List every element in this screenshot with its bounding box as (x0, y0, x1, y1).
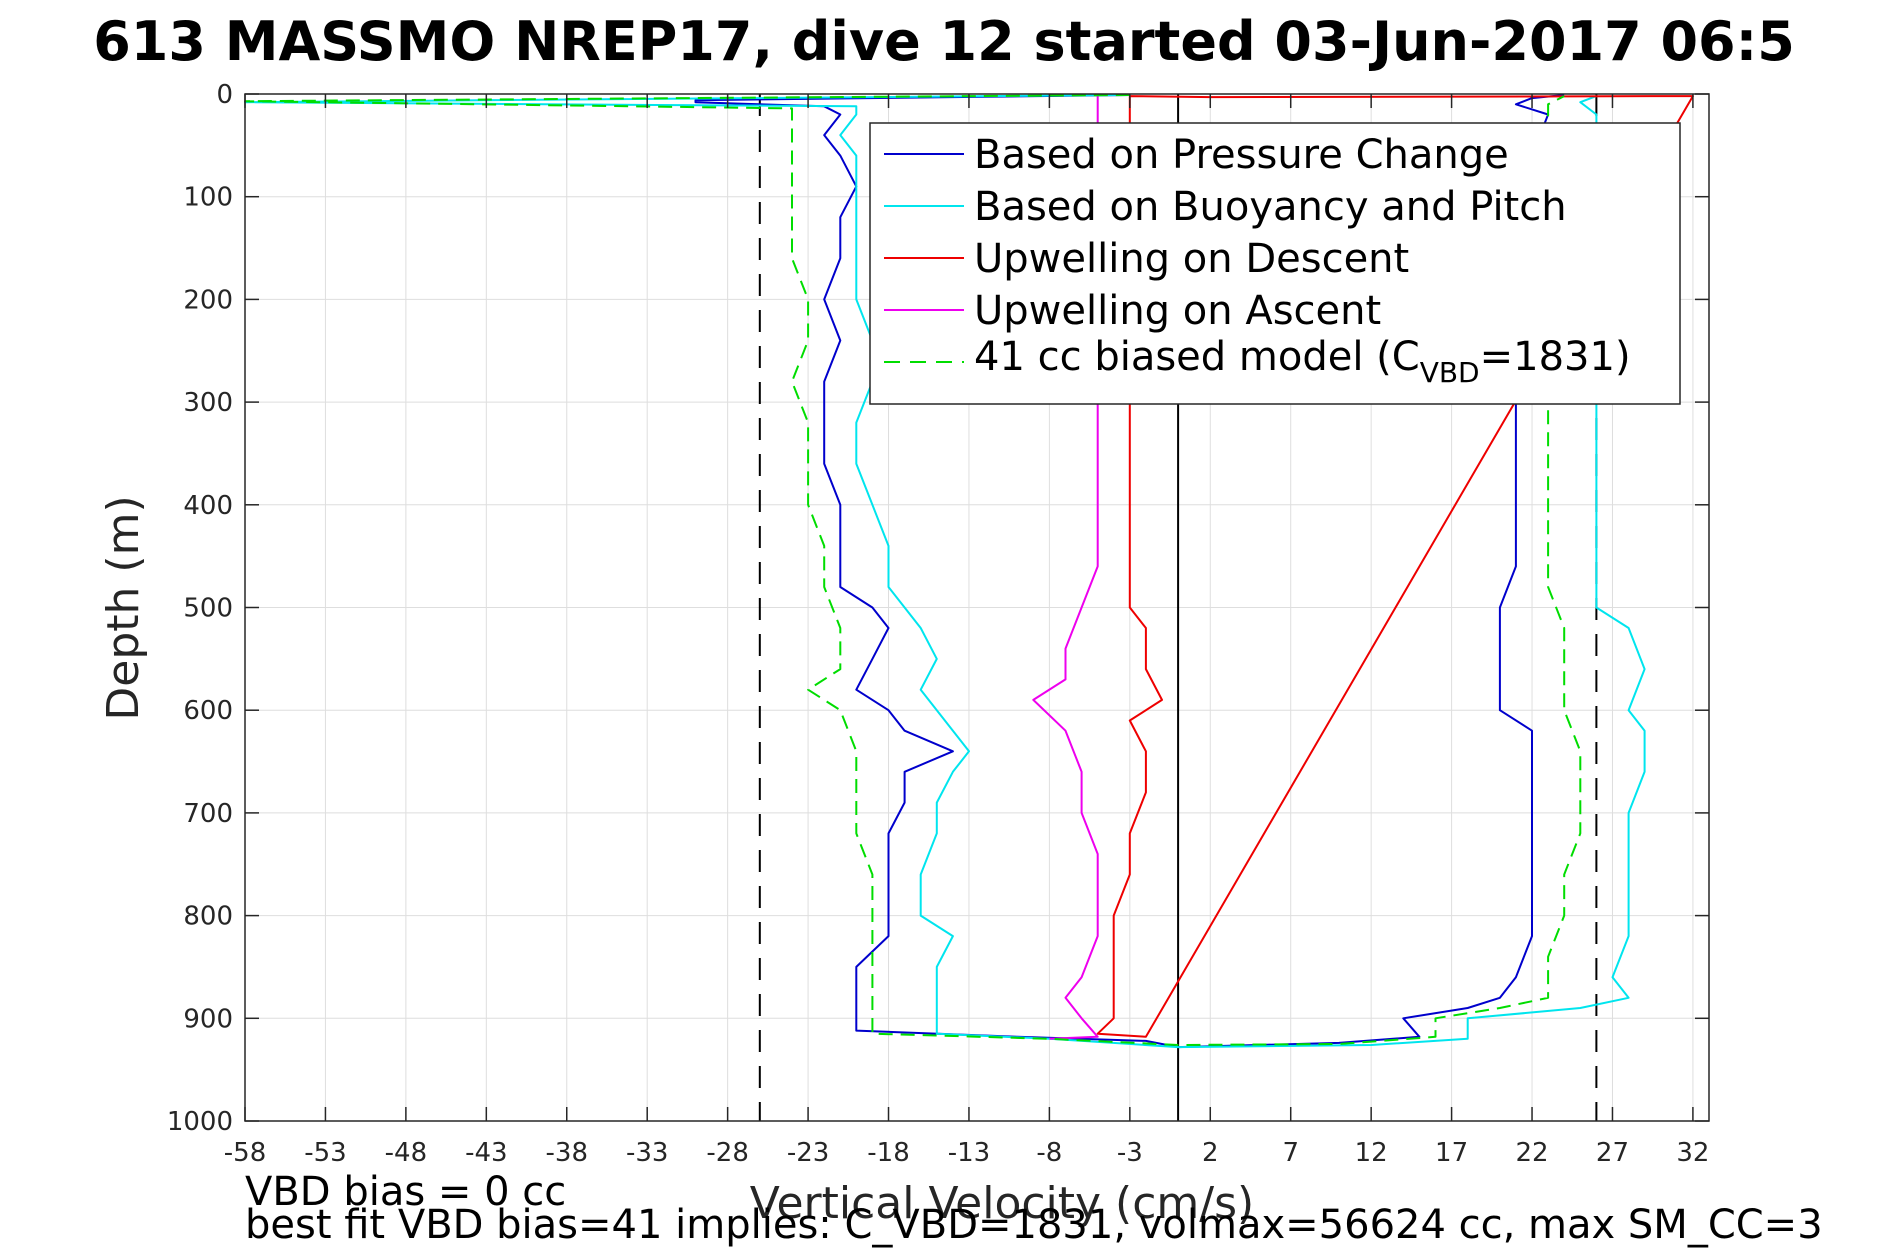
x-axis-label: Vertical Velocity (cm/s) (750, 1178, 1254, 1229)
y-tick-label: 900 (183, 1004, 233, 1034)
x-tick-label: -28 (706, 1138, 748, 1168)
x-tick-label: -8 (1036, 1138, 1062, 1168)
x-tick-label: -38 (546, 1138, 588, 1168)
x-tick-label: 27 (1596, 1138, 1629, 1168)
x-tick-label: -33 (626, 1138, 668, 1168)
x-tick-label: 17 (1435, 1138, 1468, 1168)
x-tick-label: -53 (304, 1138, 346, 1168)
legend-entry-3: Upwelling on Ascent (974, 288, 1381, 334)
chart-title: 613 MASSMO NREP17, dive 12 started 03-Ju… (93, 10, 1795, 73)
x-tick-label: -43 (465, 1138, 507, 1168)
series-line-0 (694, 94, 1565, 1049)
y-tick-label: 200 (183, 285, 233, 315)
legend: Based on Pressure Change Based on Buoyanc… (869, 122, 1681, 405)
x-tick-label: -58 (224, 1138, 266, 1168)
y-tick-label: 800 (183, 902, 233, 932)
y-axis-label: Depth (m) (98, 495, 149, 720)
x-tick-label: -18 (867, 1138, 909, 1168)
x-tick-label: 7 (1282, 1138, 1299, 1168)
y-tick-label: 100 (183, 183, 233, 213)
x-tick-label: -23 (787, 1138, 829, 1168)
series-line-2 (1096, 95, 1694, 1038)
y-tick-label: 300 (183, 388, 233, 418)
series-line-3 (1032, 96, 1099, 1040)
x-tick-label: 22 (1515, 1138, 1548, 1168)
x-tick-label: 32 (1676, 1138, 1709, 1168)
x-tick-label: -3 (1117, 1138, 1143, 1168)
x-tick-label: 12 (1355, 1138, 1388, 1168)
x-tick-label: -48 (385, 1138, 427, 1168)
y-tick-label: 700 (183, 799, 233, 829)
x-tick-label: -13 (948, 1138, 990, 1168)
legend-entry-0: Based on Pressure Change (974, 132, 1509, 178)
legend-entry-2: Upwelling on Descent (974, 236, 1409, 282)
y-tick-label: 0 (216, 80, 233, 110)
x-axis-ticks: -58 -53 -48 -43 -38 -33 -28 -23 -18 -13 -8 -3 2 7 12 17… (224, 94, 1709, 1168)
legend-entry-model: 41 cc biased model (CVBD=1831) (974, 334, 1631, 389)
y-tick-label: 400 (183, 491, 233, 521)
bias-note: VBD bias = 0 cc (245, 1169, 566, 1215)
series-line-4 (244, 94, 1582, 1046)
y-tick-label: 600 (183, 696, 233, 726)
y-tick-label: 1000 (167, 1107, 233, 1137)
y-axis-ticks: 0 100 200 300 400 500 600 700 800 900 1000 (167, 80, 1709, 1137)
legend-box (869, 122, 1681, 405)
best-fit-note: best fit VBD bias=41 implies: C_VBD=1831… (245, 1202, 1823, 1248)
x-tick-label: 2 (1202, 1138, 1219, 1168)
legend-entry-1: Based on Buoyancy and Pitch (974, 184, 1567, 230)
y-tick-label: 500 (183, 594, 233, 624)
